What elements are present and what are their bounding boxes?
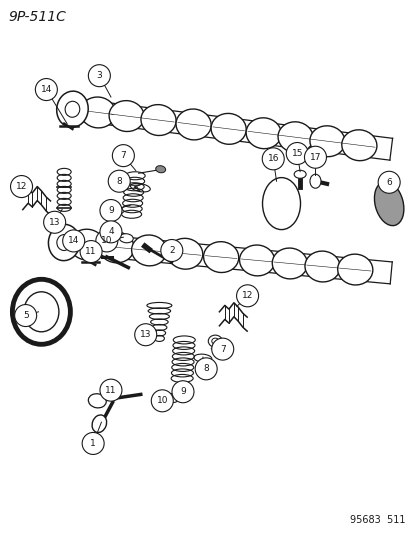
Ellipse shape xyxy=(69,229,104,260)
Circle shape xyxy=(304,146,326,168)
Text: 9P-511C: 9P-511C xyxy=(8,10,66,24)
Circle shape xyxy=(35,78,57,101)
Ellipse shape xyxy=(48,224,80,261)
Ellipse shape xyxy=(278,122,312,152)
Text: 14: 14 xyxy=(40,85,52,94)
Ellipse shape xyxy=(88,394,106,408)
Text: 12: 12 xyxy=(241,292,253,300)
Ellipse shape xyxy=(309,126,344,157)
Ellipse shape xyxy=(208,335,222,347)
Text: 7: 7 xyxy=(120,151,126,160)
Circle shape xyxy=(171,381,194,403)
Ellipse shape xyxy=(92,415,107,432)
Circle shape xyxy=(377,171,399,193)
Circle shape xyxy=(285,142,308,165)
Text: 13: 13 xyxy=(49,218,60,227)
Ellipse shape xyxy=(239,245,274,276)
Text: 10: 10 xyxy=(101,237,112,245)
Ellipse shape xyxy=(57,235,71,251)
Circle shape xyxy=(62,230,85,252)
Ellipse shape xyxy=(99,232,134,263)
Text: 17: 17 xyxy=(309,153,320,161)
Text: 9: 9 xyxy=(108,206,114,215)
Circle shape xyxy=(112,144,134,167)
Ellipse shape xyxy=(140,104,176,135)
Circle shape xyxy=(43,211,66,233)
Text: 11: 11 xyxy=(85,247,97,256)
Ellipse shape xyxy=(12,279,70,344)
Ellipse shape xyxy=(57,91,88,127)
Ellipse shape xyxy=(304,251,339,282)
Circle shape xyxy=(88,64,110,87)
Text: 9: 9 xyxy=(180,387,185,396)
Circle shape xyxy=(134,324,157,346)
Circle shape xyxy=(151,390,173,412)
Ellipse shape xyxy=(341,130,376,160)
Text: 14: 14 xyxy=(68,237,79,245)
Ellipse shape xyxy=(130,183,150,192)
Ellipse shape xyxy=(176,109,211,140)
Polygon shape xyxy=(71,99,392,160)
Ellipse shape xyxy=(167,238,202,269)
Text: 5: 5 xyxy=(23,311,28,320)
Ellipse shape xyxy=(119,234,133,243)
Text: 16: 16 xyxy=(267,155,278,163)
Circle shape xyxy=(160,239,183,262)
Text: 6: 6 xyxy=(385,178,391,187)
Ellipse shape xyxy=(65,101,80,117)
Ellipse shape xyxy=(309,174,320,188)
Ellipse shape xyxy=(193,354,211,362)
Ellipse shape xyxy=(203,241,238,272)
Ellipse shape xyxy=(155,166,165,173)
Ellipse shape xyxy=(24,292,59,332)
Circle shape xyxy=(10,175,33,198)
Text: 1: 1 xyxy=(90,439,96,448)
Circle shape xyxy=(100,199,122,222)
Text: 95683  511: 95683 511 xyxy=(350,515,405,525)
Polygon shape xyxy=(63,231,391,284)
Circle shape xyxy=(108,170,130,192)
Polygon shape xyxy=(219,303,247,331)
Text: 8: 8 xyxy=(116,177,122,185)
Circle shape xyxy=(100,221,122,243)
Circle shape xyxy=(211,338,233,360)
Circle shape xyxy=(14,304,37,327)
Text: 10: 10 xyxy=(156,397,168,405)
Circle shape xyxy=(261,148,284,170)
Text: 11: 11 xyxy=(105,386,116,394)
Ellipse shape xyxy=(164,394,178,402)
Ellipse shape xyxy=(272,248,307,279)
Circle shape xyxy=(80,240,102,263)
Ellipse shape xyxy=(294,170,305,179)
Circle shape xyxy=(82,432,104,455)
Text: 13: 13 xyxy=(140,330,151,339)
Text: 15: 15 xyxy=(291,149,302,158)
Ellipse shape xyxy=(373,182,403,225)
Ellipse shape xyxy=(211,338,218,344)
Polygon shape xyxy=(23,187,50,215)
Circle shape xyxy=(195,358,217,380)
Text: 7: 7 xyxy=(219,345,225,353)
Ellipse shape xyxy=(262,177,300,230)
Circle shape xyxy=(236,285,258,307)
Text: 2: 2 xyxy=(169,246,174,255)
Ellipse shape xyxy=(109,101,144,132)
Ellipse shape xyxy=(80,97,115,128)
Ellipse shape xyxy=(131,235,166,266)
Text: 4: 4 xyxy=(108,228,114,236)
Ellipse shape xyxy=(211,114,246,144)
Circle shape xyxy=(95,230,118,252)
Circle shape xyxy=(100,379,122,401)
Text: 3: 3 xyxy=(96,71,102,80)
Ellipse shape xyxy=(246,118,280,149)
Ellipse shape xyxy=(337,254,372,285)
Text: 12: 12 xyxy=(16,182,27,191)
Text: 8: 8 xyxy=(203,365,209,373)
